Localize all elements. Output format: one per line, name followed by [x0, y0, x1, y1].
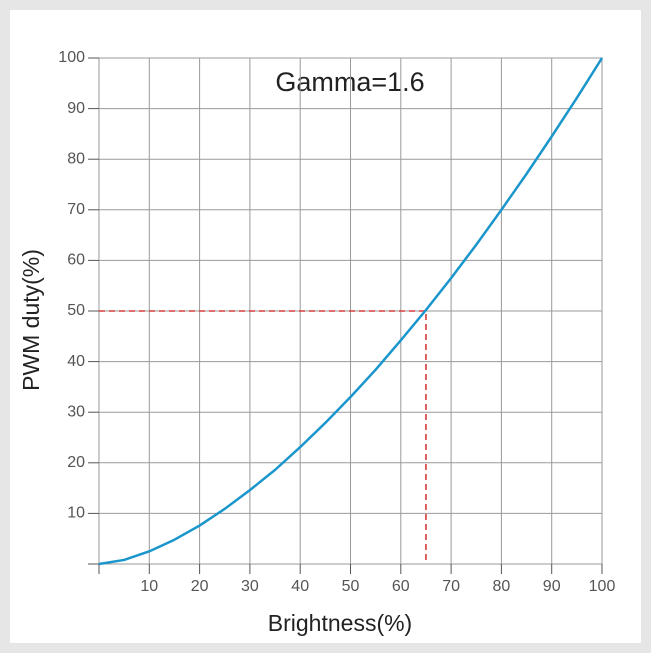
y-tick-label: 10 [67, 505, 85, 522]
x-tick-label: 80 [493, 578, 511, 595]
x-tick-label: 30 [241, 578, 259, 595]
x-tick-label: 90 [543, 578, 561, 595]
y-tick-label: 30 [67, 403, 85, 420]
x-tick-label: 20 [191, 578, 209, 595]
y-tick-label: 20 [67, 454, 85, 471]
y-tick-label: 90 [67, 100, 85, 117]
line-series [98, 57, 604, 566]
y-tick-label: 50 [67, 302, 85, 319]
x-tick-label: 10 [140, 578, 158, 595]
x-tick-label: 50 [342, 578, 360, 595]
y-tick-label: 100 [58, 49, 85, 66]
panel [10, 10, 641, 643]
y-axis-label: PWM duty(%) [18, 249, 44, 391]
x-tick-label: 60 [392, 578, 410, 595]
reference-line [99, 310, 427, 564]
y-tick-label: 60 [67, 252, 85, 269]
x-tick-label: 40 [291, 578, 309, 595]
x-tick-label: 100 [589, 578, 616, 595]
x-axis-label: Brightness(%) [268, 610, 412, 636]
y-tick-label: 40 [67, 353, 85, 370]
y-tick-label: 70 [67, 201, 85, 218]
y-tick-label: 80 [67, 150, 85, 167]
x-tick-label: 70 [442, 578, 460, 595]
